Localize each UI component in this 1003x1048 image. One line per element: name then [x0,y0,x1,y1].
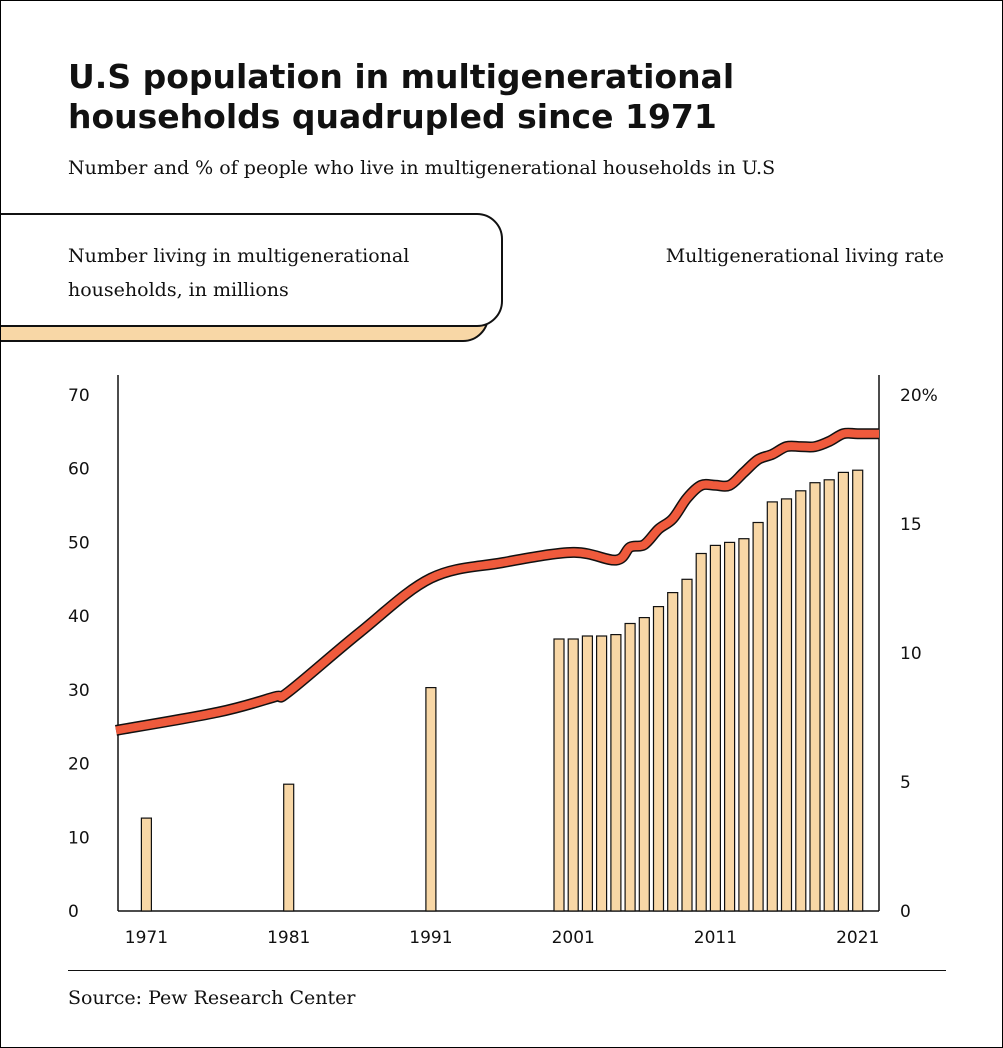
bar-2008 [667,591,679,912]
left-axis-title: Number living in multigenerational house… [68,245,410,301]
left-tick-label: 10 [68,828,90,848]
bar-2016 [780,498,793,912]
rate-line [115,429,879,735]
bar-2011 [709,544,722,912]
x-tick-label: 2001 [552,928,595,948]
rate-line-outline [115,427,879,736]
left-tick-label: 40 [68,607,90,627]
bar-2015 [766,501,778,912]
bar-1971 [140,817,152,912]
right-tick-label: 15 [900,515,922,535]
x-tick-label: 1971 [125,928,168,948]
left-tick-label: 70 [68,386,90,406]
bar-2014 [752,521,764,912]
x-tick-label: 2021 [836,928,879,948]
bar-2001 [567,638,579,912]
bar-2009 [681,578,693,912]
left-tick-label: 30 [68,681,90,701]
source-note: Source: Pew Research Center [68,987,356,1009]
bar-2004 [610,633,622,912]
bar-2021 [852,469,864,912]
left-tick-label: 20 [68,755,90,775]
chart-subtitle: Number and % of people who live in multi… [68,157,776,179]
chart-title: U.S population in multigenerational hous… [68,57,735,136]
source-divider [68,970,946,971]
axis-title-tab [1,213,503,327]
bar-1981 [283,783,295,912]
right-tick-label: 5 [900,773,911,793]
right-tick-label: 0 [900,902,911,922]
bar-2020 [837,471,850,912]
bar-2013 [738,538,750,912]
bar-2003 [595,635,608,912]
bar-2017 [795,490,807,912]
bar-2010 [695,552,707,912]
x-tick-label: 1991 [409,928,452,948]
bar-2005 [624,622,636,912]
left-tick-label: 60 [68,460,90,480]
bar-2006 [638,616,650,912]
bar-2018 [809,482,821,912]
bar-2019 [823,479,835,912]
left-tick-label: 0 [68,902,79,922]
right-tick-label: 20% [900,386,938,406]
left-tick-label: 50 [68,533,90,553]
bar-1991 [425,686,437,912]
right-axis-title: Multigenerational living rate [665,245,944,267]
bar-2002 [581,635,594,912]
right-tick-label: 10 [900,644,922,664]
bar-2012 [723,541,736,912]
x-tick-label: 1981 [267,928,310,948]
bar-2007 [652,605,665,912]
x-tick-label: 2011 [694,928,737,948]
bar-2000 [553,638,565,912]
